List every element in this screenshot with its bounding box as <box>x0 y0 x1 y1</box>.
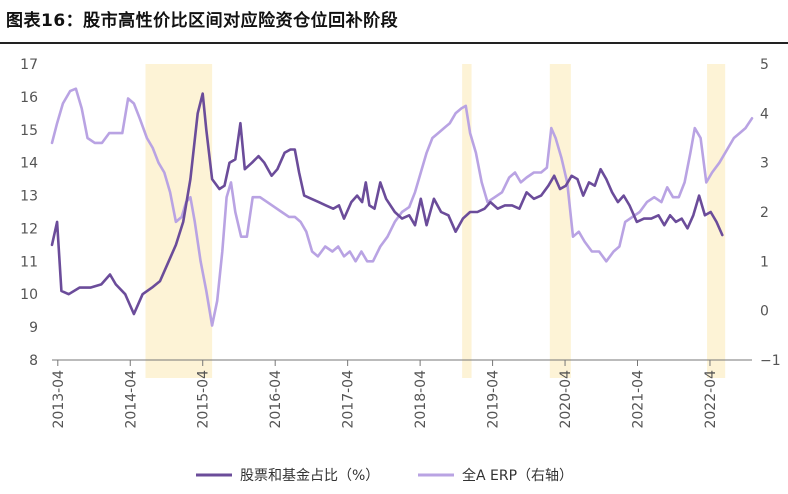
y-left-tick-label: 13 <box>20 189 38 205</box>
y-left-tick-label: 15 <box>20 123 38 139</box>
series-line-1 <box>50 92 724 316</box>
x-tick-label: 2014-04 <box>123 370 139 429</box>
x-tick-label: 2021-04 <box>631 370 647 429</box>
y-right-tick-label: −1 <box>760 353 781 369</box>
y-left-tick-label: 8 <box>29 353 38 369</box>
y-left-tick-label: 11 <box>20 254 38 270</box>
x-tick-label: 2020-04 <box>558 370 574 429</box>
y-left-tick-label: 14 <box>20 156 38 172</box>
y-left-tick-label: 17 <box>20 57 38 73</box>
y-right-tick-label: 3 <box>760 156 769 172</box>
y-left-tick-label: 12 <box>20 221 38 237</box>
y-left-tick-label: 10 <box>20 287 38 303</box>
chart-title: 图表16：股市高性价比区间对应险资仓位回补阶段 <box>6 11 399 31</box>
y-left-tick-label: 16 <box>20 90 38 106</box>
x-tick-label: 2017-04 <box>341 370 357 429</box>
y-right-tick-label: 2 <box>760 205 769 221</box>
legend: 股票和基金占比（%） 全A ERP（右轴） <box>196 467 573 484</box>
highlight-band-2 <box>462 64 472 378</box>
y-right-tick-label: 4 <box>760 106 769 122</box>
y-right-tick-label: 0 <box>760 304 769 320</box>
x-tick-label: 2015-04 <box>196 370 212 429</box>
y-right-tick-label: 5 <box>760 57 769 73</box>
x-tick-label: 2013-04 <box>51 370 67 429</box>
highlight-band-3 <box>549 64 571 378</box>
series-lines <box>50 87 754 327</box>
legend-label-1: 股票和基金占比（%） <box>240 467 379 484</box>
x-tick-label: 2018-04 <box>413 370 429 429</box>
y-left-tick-label: 9 <box>29 320 38 336</box>
legend-label-2: 全A ERP（右轴） <box>462 467 573 484</box>
x-tick-label: 2019-04 <box>486 370 502 429</box>
x-tick-label: 2016-04 <box>268 370 284 429</box>
title-underline <box>0 42 788 44</box>
highlight-bands <box>145 64 726 378</box>
y-right-tick-label: 1 <box>760 254 769 270</box>
x-tick-label: 2022-04 <box>703 370 719 429</box>
